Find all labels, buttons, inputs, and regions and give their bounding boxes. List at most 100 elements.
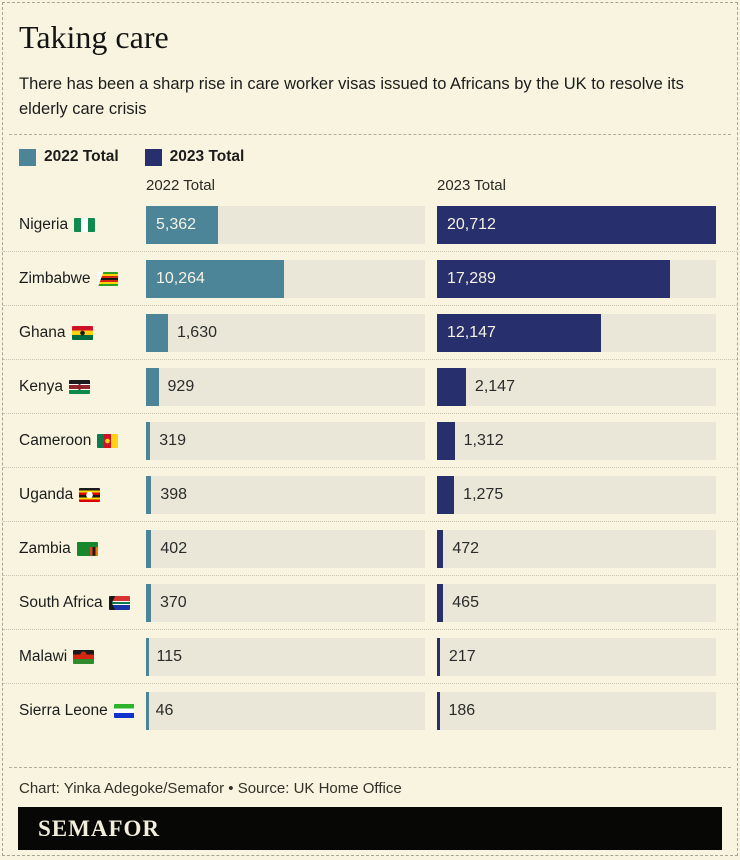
value-label: 1,630 bbox=[176, 323, 217, 341]
country-name: South Africa bbox=[19, 593, 103, 611]
country-label: South Africa bbox=[19, 594, 134, 612]
table-row: Ghana 1,630 12,147 bbox=[3, 305, 737, 359]
bar-fill bbox=[437, 205, 716, 244]
value-label: 402 bbox=[160, 539, 188, 557]
value-label: 319 bbox=[159, 431, 186, 449]
value-label: 1,275 bbox=[463, 485, 504, 503]
bar-2023: 17,289 bbox=[437, 259, 716, 298]
footer-divider bbox=[9, 767, 731, 769]
country-name: Uganda bbox=[19, 485, 74, 503]
bar-2022: 115 bbox=[146, 637, 425, 676]
table-row: Kenya 929 2,147 bbox=[3, 359, 737, 413]
country-label: Cameroon bbox=[19, 432, 134, 450]
value-label: 115 bbox=[156, 647, 183, 665]
bar-2022: 929 bbox=[146, 367, 425, 406]
bar-fill bbox=[437, 367, 466, 406]
bar-fill bbox=[437, 259, 670, 298]
country-label: Uganda bbox=[19, 486, 134, 504]
bar-2022: 46 bbox=[146, 691, 425, 730]
country-name: Ghana bbox=[19, 323, 66, 341]
sierra-leone-flag-icon bbox=[113, 703, 134, 718]
semafor-banner: SEMAFOR bbox=[18, 807, 722, 851]
column-headers: 2022 Total 2023 Total bbox=[3, 172, 737, 198]
value-label: 370 bbox=[159, 593, 187, 611]
bar-2023: 1,312 bbox=[437, 421, 716, 460]
country-label: Zimbabwe bbox=[19, 270, 134, 288]
country-label: Nigeria bbox=[19, 216, 134, 234]
legend-label: 2022 Total bbox=[44, 148, 119, 166]
bar-2023: 20,712 bbox=[437, 205, 716, 244]
bar-2022: 402 bbox=[146, 529, 425, 568]
column-header-2023: 2023 Total bbox=[437, 177, 506, 195]
value-label: 5,362 bbox=[156, 215, 197, 233]
table-row: Cameroon 319 1,312 bbox=[3, 413, 737, 467]
uganda-flag-icon bbox=[79, 487, 101, 502]
bar-fill bbox=[146, 421, 151, 460]
country-name: Sierra Leone bbox=[19, 701, 108, 719]
bar-chart: 2022 Total 2023 Total Nigeria 5,362 20,7… bbox=[3, 172, 737, 737]
table-row: Malawi 115 217 bbox=[3, 629, 737, 683]
country-name: Kenya bbox=[19, 377, 63, 395]
bar-2023: 217 bbox=[437, 637, 716, 676]
value-label: 929 bbox=[167, 377, 195, 395]
bar-fill bbox=[146, 637, 149, 676]
table-row: Zimbabwe 10,264 17,289 bbox=[3, 251, 737, 305]
bar-2023: 465 bbox=[437, 583, 716, 622]
value-label: 46 bbox=[155, 701, 174, 719]
country-name: Zimbabwe bbox=[19, 269, 91, 287]
value-label: 398 bbox=[160, 485, 188, 503]
table-row: South Africa 370 465 bbox=[3, 575, 737, 629]
table-row: Nigeria 5,362 20,712 bbox=[3, 198, 737, 251]
bar-fill bbox=[437, 529, 444, 568]
value-label: 2,147 bbox=[474, 377, 515, 395]
legend: 2022 Total 2023 Total bbox=[3, 135, 737, 168]
value-label: 217 bbox=[448, 647, 476, 665]
country-name: Zambia bbox=[19, 539, 71, 557]
value-label: 10,264 bbox=[156, 269, 205, 287]
value-label: 12,147 bbox=[447, 323, 496, 341]
country-label: Sierra Leone bbox=[19, 702, 134, 720]
country-label: Malawi bbox=[19, 648, 134, 666]
legend-label: 2023 Total bbox=[169, 148, 245, 166]
value-label: 17,289 bbox=[447, 269, 496, 287]
nigeria-flag-icon bbox=[74, 217, 96, 232]
malawi-flag-icon bbox=[73, 649, 95, 664]
bar-fill bbox=[146, 529, 152, 568]
value-label: 472 bbox=[452, 539, 480, 557]
table-row: Zambia 402 472 bbox=[3, 521, 737, 575]
bar-fill bbox=[146, 259, 285, 298]
chart-credit: Chart: Yinka Adegoke/Semafor • Source: U… bbox=[19, 780, 402, 798]
table-row: Sierra Leone 46 186 bbox=[3, 683, 737, 737]
bar-2022: 10,264 bbox=[146, 259, 425, 298]
bar-fill bbox=[437, 637, 440, 676]
south-africa-flag-icon bbox=[108, 595, 130, 610]
bar-fill bbox=[437, 421, 455, 460]
bar-2022: 398 bbox=[146, 475, 425, 514]
bar-fill bbox=[437, 475, 455, 514]
value-label: 186 bbox=[448, 701, 476, 719]
bar-fill bbox=[146, 583, 151, 622]
bar-2023: 12,147 bbox=[437, 313, 716, 352]
bar-fill bbox=[146, 367, 159, 406]
legend-item-2023: 2023 Total bbox=[144, 148, 245, 166]
column-header-2022: 2022 Total bbox=[146, 177, 215, 195]
bar-2022: 319 bbox=[146, 421, 425, 460]
bar-2023: 1,275 bbox=[437, 475, 716, 514]
table-row: Uganda 398 1,275 bbox=[3, 467, 737, 521]
country-name: Cameroon bbox=[19, 431, 92, 449]
page-title: Taking care bbox=[19, 19, 169, 55]
bar-fill bbox=[146, 691, 149, 730]
bar-2022: 370 bbox=[146, 583, 425, 622]
bar-fill bbox=[437, 313, 601, 352]
bar-2023: 186 bbox=[437, 691, 716, 730]
bar-2023: 472 bbox=[437, 529, 716, 568]
country-name: Malawi bbox=[19, 647, 68, 665]
kenya-flag-icon bbox=[68, 379, 90, 394]
value-label: 1,312 bbox=[463, 431, 504, 449]
bar-2023: 2,147 bbox=[437, 367, 716, 406]
bar-fill bbox=[437, 691, 440, 730]
zambia-flag-icon bbox=[76, 541, 98, 556]
bar-fill bbox=[146, 313, 168, 352]
bar-fill bbox=[146, 475, 152, 514]
